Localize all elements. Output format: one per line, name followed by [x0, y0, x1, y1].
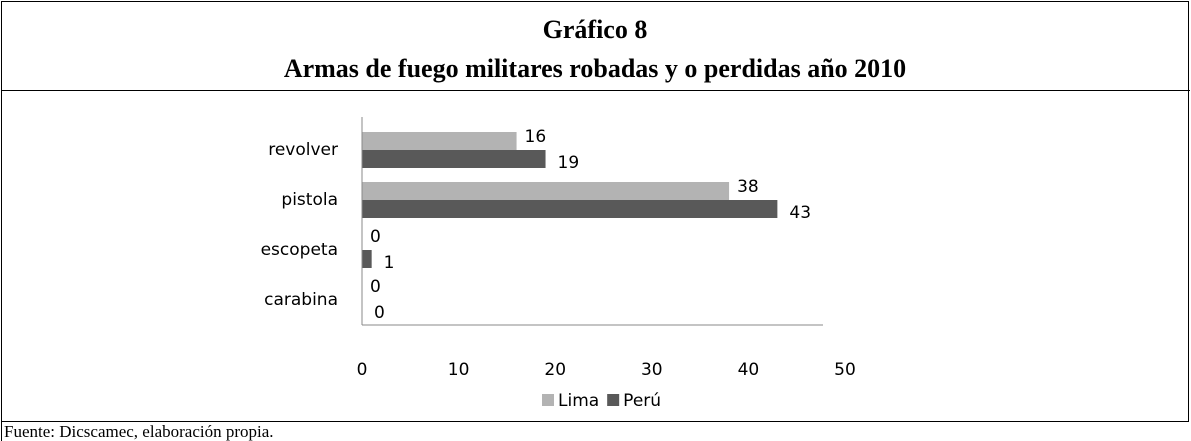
y-tick-label: escopeta [261, 240, 338, 260]
x-tick-label: 10 [448, 360, 470, 380]
legend-label: Lima [558, 391, 599, 411]
value-label: 38 [737, 177, 759, 197]
value-label: 1 [384, 253, 395, 273]
x-tick-label: 20 [544, 360, 566, 380]
y-tick-label: pistola [281, 190, 338, 210]
y-tick-label: carabina [264, 290, 338, 310]
bar [362, 150, 546, 168]
bar [362, 250, 372, 268]
value-label: 16 [525, 127, 547, 147]
frame [1, 1, 1189, 422]
legend-swatch [542, 394, 554, 406]
value-label: 0 [370, 227, 381, 247]
value-label: 43 [789, 203, 811, 223]
chart-subtitle: Armas de fuego militares robadas y o per… [284, 54, 906, 83]
chart-title: Gráfico 8 [543, 15, 648, 44]
value-label: 0 [370, 277, 381, 297]
x-tick-label: 30 [641, 360, 663, 380]
legend-label: Perú [623, 391, 661, 411]
source-note: Fuente: Dicscamec, elaboración propia. [4, 422, 274, 441]
bar [362, 200, 778, 218]
legend-swatch [607, 394, 620, 406]
bar [362, 132, 517, 150]
x-tick-label: 40 [738, 360, 760, 380]
value-label: 19 [558, 153, 580, 173]
value-label: 0 [374, 303, 385, 323]
y-tick-label: revolver [268, 140, 338, 160]
x-tick-label: 50 [834, 360, 856, 380]
x-tick-label: 0 [357, 360, 368, 380]
bar [362, 182, 730, 200]
